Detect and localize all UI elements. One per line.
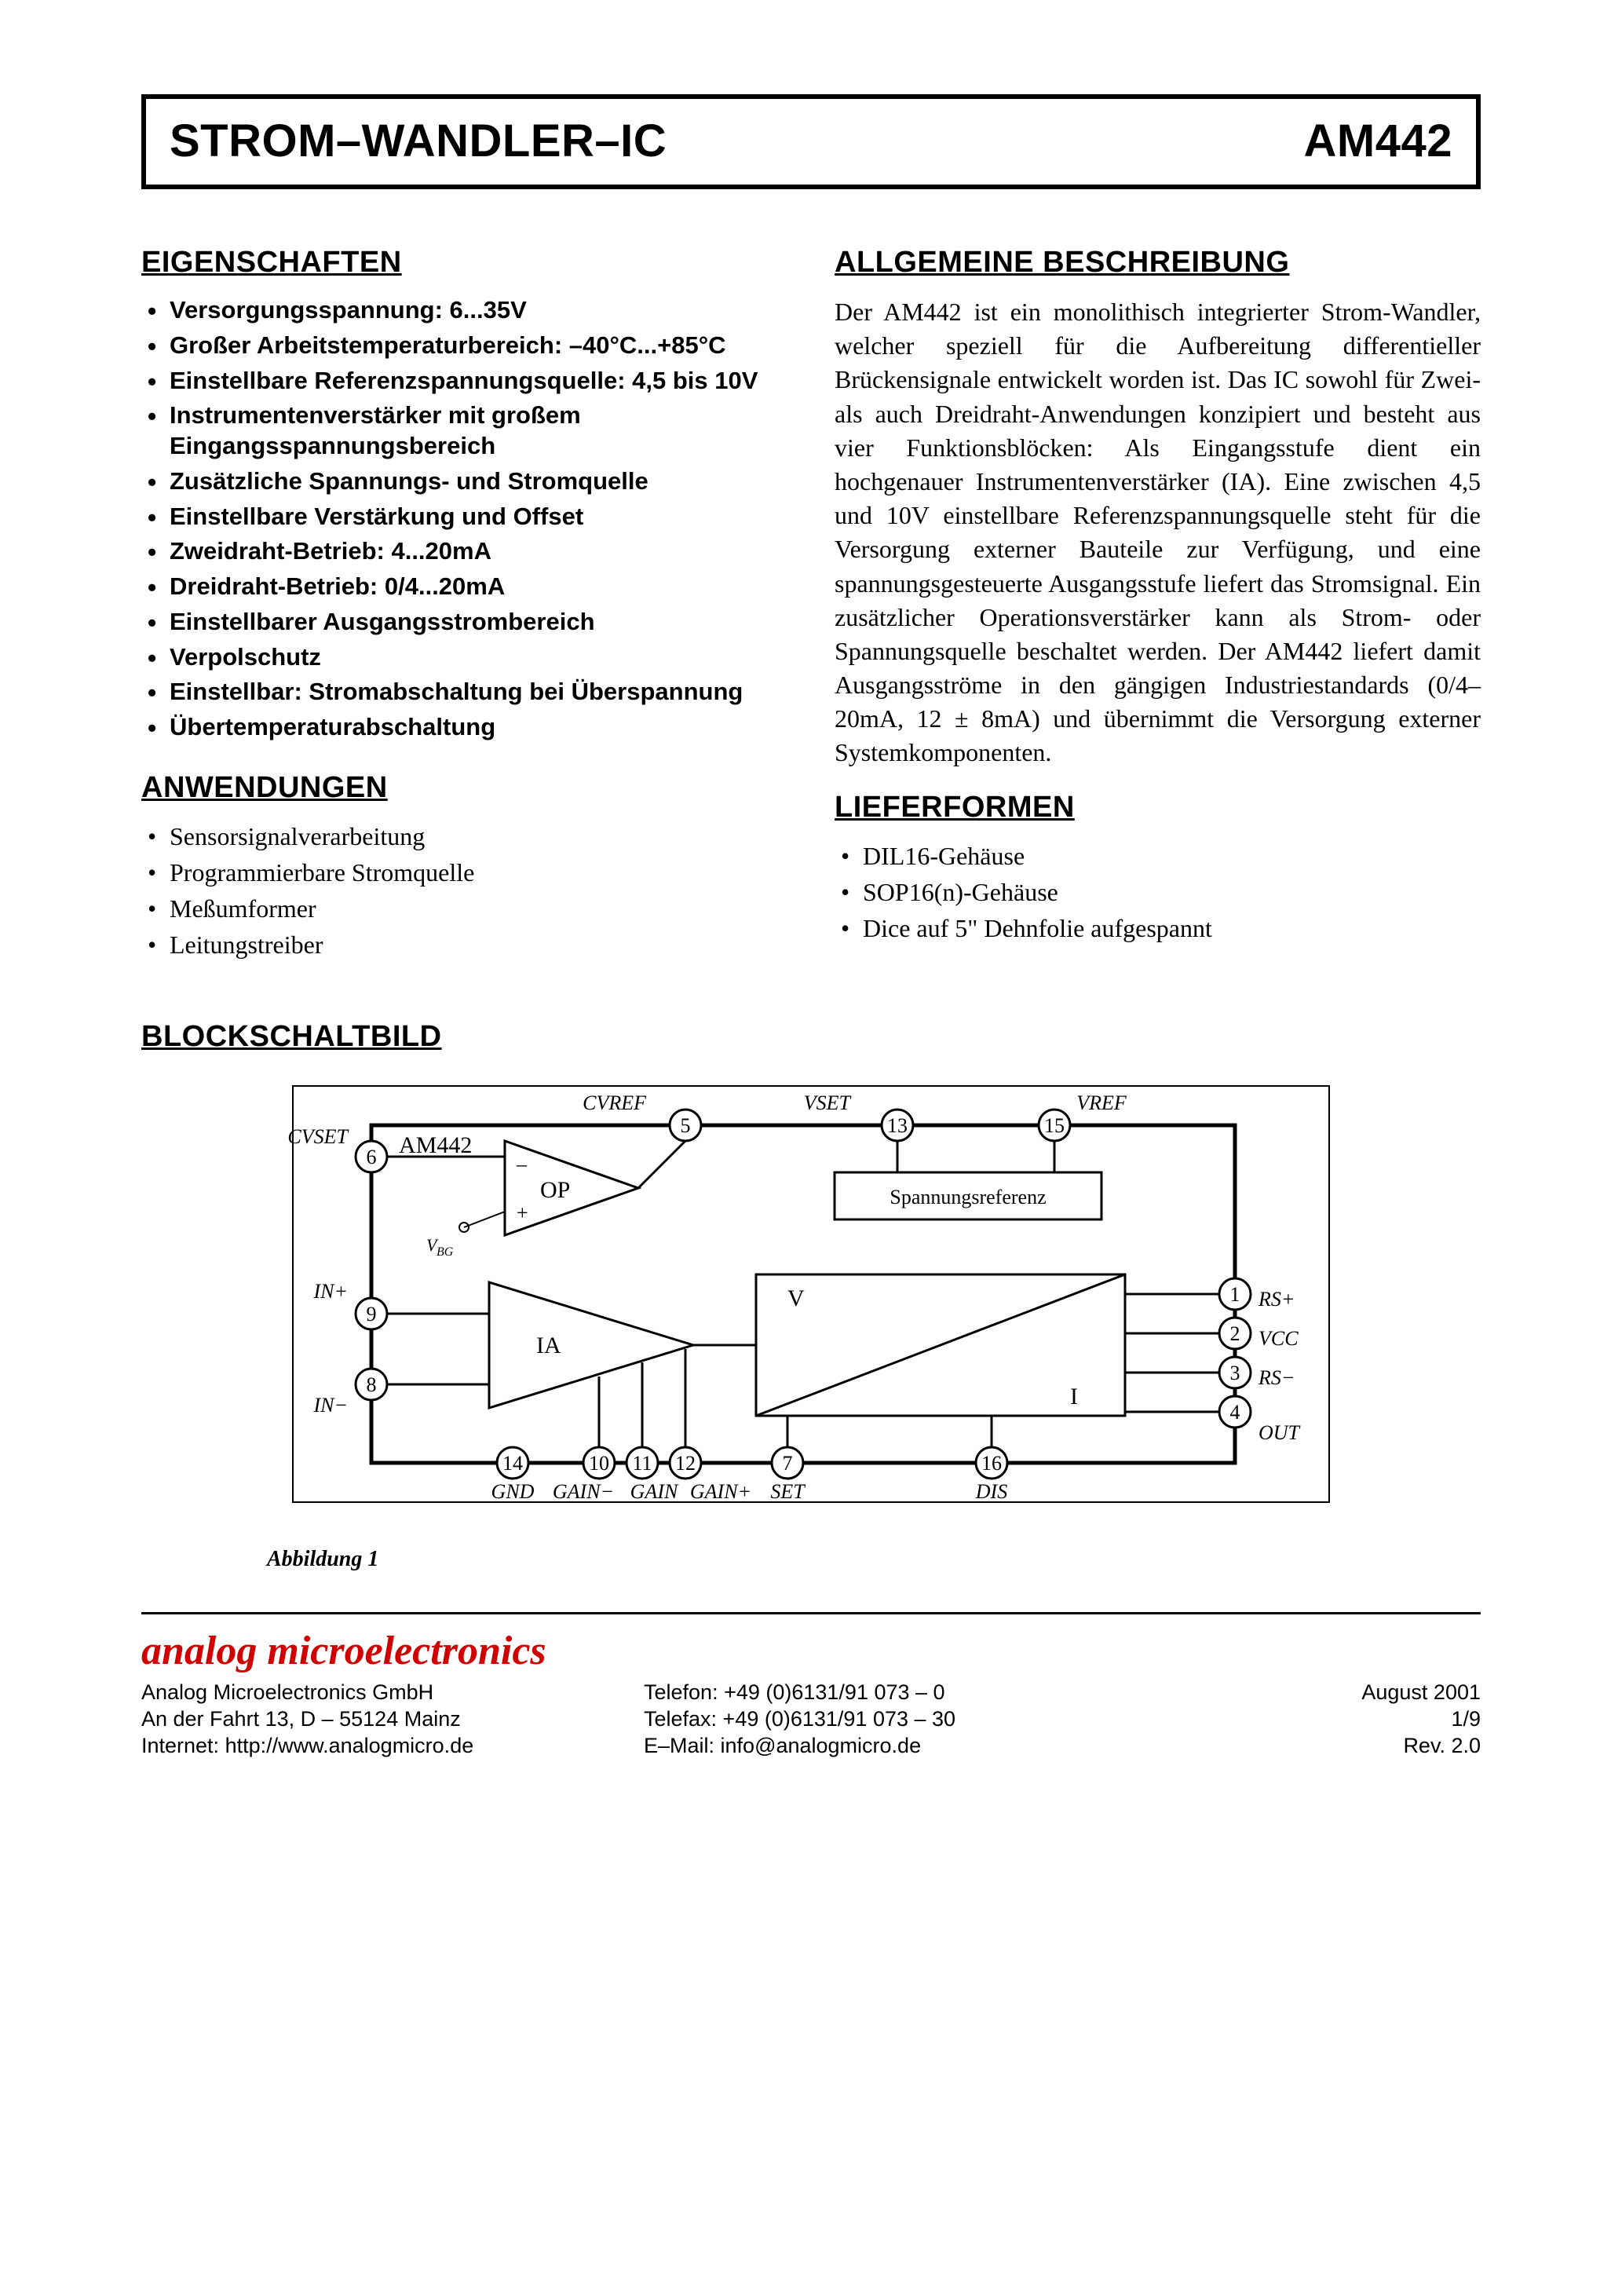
svg-text:+: + xyxy=(517,1201,528,1224)
list-item: SOP16(n)-Gehäuse xyxy=(835,876,1481,908)
list-item: Programmierbare Stromquelle xyxy=(141,857,787,888)
pin-6: 6 xyxy=(367,1146,377,1168)
pin-7-label: SET xyxy=(770,1480,806,1503)
pin-14: 14 xyxy=(502,1452,523,1475)
footer-line: E–Mail: info@analogmicro.de xyxy=(644,1733,1146,1760)
pin-1-label: RS+ xyxy=(1258,1288,1295,1311)
footer-line: Telefon: +49 (0)6131/91 073 – 0 xyxy=(644,1680,1146,1706)
chip-label: AM442 xyxy=(399,1132,472,1158)
pin-9-label: IN+ xyxy=(312,1280,348,1303)
applications-list: Sensorsignalverarbeitung Programmierbare… xyxy=(141,821,787,960)
title-left: STROM–WANDLER–IC xyxy=(170,113,667,170)
pin-9: 9 xyxy=(367,1303,377,1325)
pin-7: 7 xyxy=(783,1452,793,1475)
svg-text:–: – xyxy=(516,1153,528,1175)
pin-3-label: RS− xyxy=(1258,1366,1295,1389)
list-item: Zweidraht-Betrieb: 4...20mA xyxy=(141,536,787,567)
pin-11-label: GAIN xyxy=(630,1480,679,1503)
applications-heading: ANWENDUNGEN xyxy=(141,770,787,807)
pin-14-label: GND xyxy=(491,1480,535,1503)
pin-6-label: CVSET xyxy=(287,1125,349,1148)
footer-line: Internet: http://www.analogmicro.de xyxy=(141,1733,644,1760)
block-diagram-svg: AM442 OP – + IA V I Spannungsreferenz V … xyxy=(269,1070,1353,1534)
pin-5-label: CVREF xyxy=(583,1091,647,1114)
features-list: Versorgungsspannung: 6...35V Großer Arbe… xyxy=(141,295,787,743)
list-item: Instrumentenverstärker mit großem Eingan… xyxy=(141,400,787,462)
list-item: Großer Arbeitstemperaturbereich: –40°C..… xyxy=(141,331,787,361)
pin-3: 3 xyxy=(1230,1362,1240,1384)
pin-8-label: IN− xyxy=(312,1394,348,1417)
list-item: Zusätzliche Spannungs- und Stromquelle xyxy=(141,466,787,497)
v-label: V xyxy=(787,1285,805,1311)
left-column: EIGENSCHAFTEN Versorgungsspannung: 6...3… xyxy=(141,236,787,988)
list-item: Sensorsignalverarbeitung xyxy=(141,821,787,852)
ia-label: IA xyxy=(536,1333,561,1358)
pin-10-label: GAIN− xyxy=(553,1480,614,1503)
pin-16-label: DIS xyxy=(975,1480,1007,1503)
two-column-layout: EIGENSCHAFTEN Versorgungsspannung: 6...3… xyxy=(141,236,1481,988)
list-item: Dreidraht-Betrieb: 0/4...20mA xyxy=(141,572,787,602)
pin-11: 11 xyxy=(632,1452,652,1475)
op-label: OP xyxy=(540,1177,570,1203)
list-item: Meßumformer xyxy=(141,893,787,924)
list-item: DIL16-Gehäuse xyxy=(835,840,1481,872)
footer-line: An der Fahrt 13, D – 55124 Mainz xyxy=(141,1706,644,1733)
list-item: Übertemperaturabschaltung xyxy=(141,712,787,743)
block-diagram-section: BLOCKSCHALTBILD AM442 OP – + IA V I Span xyxy=(141,1018,1481,1573)
list-item: Dice auf 5" Dehnfolie aufgespannt xyxy=(835,912,1481,944)
footer-line: August 2001 xyxy=(1146,1680,1481,1706)
figure-caption: Abbildung 1 xyxy=(267,1545,1481,1573)
pin-2-label: VCC xyxy=(1259,1327,1299,1350)
i-label: I xyxy=(1070,1384,1078,1409)
block-diagram-heading: BLOCKSCHALTBILD xyxy=(141,1018,1481,1056)
footer-line: Rev. 2.0 xyxy=(1146,1733,1481,1760)
block-diagram: AM442 OP – + IA V I Spannungsreferenz V … xyxy=(269,1070,1353,1541)
pin-12: 12 xyxy=(675,1452,696,1475)
right-column: ALLGEMEINE BESCHREIBUNG Der AM442 ist ei… xyxy=(835,236,1481,988)
list-item: Einstellbarer Ausgangsstrombereich xyxy=(141,607,787,638)
footer-columns: Analog Microelectronics GmbH An der Fahr… xyxy=(141,1680,1481,1759)
footer-brand: analog microelectronics xyxy=(141,1625,1481,1676)
list-item: Einstellbare Referenzspannungsquelle: 4,… xyxy=(141,366,787,397)
pin-12-label: GAIN+ xyxy=(690,1480,751,1503)
list-item: Einstellbare Verstärkung und Offset xyxy=(141,502,787,532)
description-heading: ALLGEMEINE BESCHREIBUNG xyxy=(835,244,1481,282)
footer-line: 1/9 xyxy=(1146,1706,1481,1733)
footer-col-3: August 2001 1/9 Rev. 2.0 xyxy=(1146,1680,1481,1759)
list-item: Einstellbar: Stromabschaltung bei Übersp… xyxy=(141,677,787,707)
list-item: Versorgungsspannung: 6...35V xyxy=(141,295,787,326)
pin-4: 4 xyxy=(1230,1401,1240,1424)
delivery-list: DIL16-Gehäuse SOP16(n)-Gehäuse Dice auf … xyxy=(835,840,1481,944)
list-item: Verpolschutz xyxy=(141,642,787,673)
description-text: Der AM442 ist ein monolithisch integrier… xyxy=(835,295,1481,770)
footer-line: Telefax: +49 (0)6131/91 073 – 30 xyxy=(644,1706,1146,1733)
footer-col-2: Telefon: +49 (0)6131/91 073 – 0 Telefax:… xyxy=(644,1680,1146,1759)
pin-1: 1 xyxy=(1230,1283,1240,1306)
pin-15-label: VREF xyxy=(1076,1091,1127,1114)
pin-16: 16 xyxy=(981,1452,1002,1475)
pin-15: 15 xyxy=(1044,1114,1065,1137)
pin-4-label: OUT xyxy=(1259,1421,1301,1444)
ref-box-label: Spannungsreferenz xyxy=(890,1186,1046,1208)
list-item: Leitungstreiber xyxy=(141,929,787,960)
footer-line: Analog Microelectronics GmbH xyxy=(141,1680,644,1706)
footer-col-1: Analog Microelectronics GmbH An der Fahr… xyxy=(141,1680,644,1759)
features-heading: EIGENSCHAFTEN xyxy=(141,244,787,282)
pin-8: 8 xyxy=(367,1373,377,1396)
pin-2: 2 xyxy=(1230,1322,1240,1345)
delivery-heading: LIEFERFORMEN xyxy=(835,789,1481,827)
vbg-label: BG xyxy=(437,1245,454,1259)
pin-10: 10 xyxy=(589,1452,609,1475)
footer-rule xyxy=(141,1612,1481,1614)
pin-5: 5 xyxy=(681,1114,691,1137)
pin-13: 13 xyxy=(887,1114,908,1137)
title-box: STROM–WANDLER–IC AM442 xyxy=(141,94,1481,189)
pin-13-label: VSET xyxy=(804,1091,852,1114)
title-right: AM442 xyxy=(1304,113,1452,170)
